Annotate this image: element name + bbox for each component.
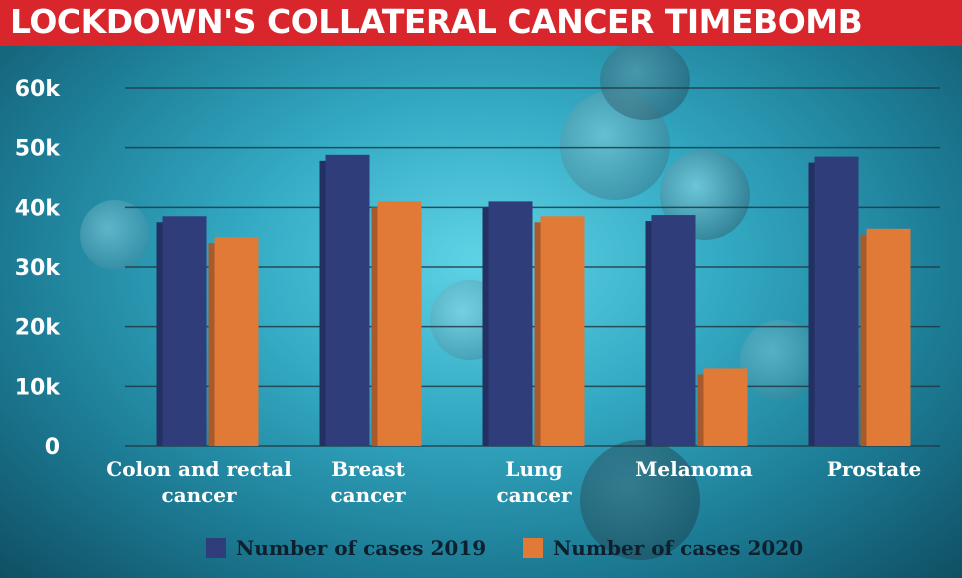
y-tick-label: 20k [15,316,62,341]
legend-label-2019: Number of cases 2019 [236,536,487,560]
page-title: LOCKDOWN'S COLLATERAL CANCER TIMEBOMB [10,2,863,41]
y-tick-label: 40k [15,196,62,221]
x-tick-label: Melanoma [635,457,752,481]
y-tick-label: 60k [15,77,62,102]
bar-side [534,222,541,446]
bar-2020 [214,237,259,446]
legend-swatch-2020 [523,538,543,558]
x-tick-label-line: Prostate [827,457,921,481]
bar-side [319,160,326,446]
legend-label-2020: Number of cases 2020 [553,536,804,560]
x-tick-label-line: Lung [505,457,562,481]
bar-side [645,221,652,446]
bar-side [808,162,815,446]
y-axis-ticks: 0 10k 20k 30k 40k 50k 60k [15,77,62,460]
x-tick-label: Lung cancer [496,457,572,507]
y-tick-label: 30k [15,256,62,281]
bar-2019 [325,154,370,446]
bar-2019 [488,201,533,446]
legend-swatch-2019 [206,538,226,558]
y-tick-label: 10k [15,375,62,400]
x-tick-label-line: cancer [496,483,572,507]
bar-2020 [540,216,585,446]
background-cell [80,200,150,270]
x-tick-label: Colon and rectal cancer [106,457,292,507]
bar-2020 [703,368,748,446]
bar-2019 [162,216,207,446]
bar-side [482,207,489,446]
x-tick-label-line: cancer [330,483,406,507]
x-tick-label-line: Melanoma [635,457,752,481]
bars [156,154,911,446]
background-cell [580,440,700,560]
bar-2019 [814,156,859,446]
title-bar: LOCKDOWN'S COLLATERAL CANCER TIMEBOMB [0,0,962,46]
bar-side [371,207,378,446]
bar-side [860,234,867,446]
x-tick-label-line: Breast [331,457,405,481]
x-tick-label: Breast cancer [330,457,406,507]
y-tick-label: 0 [45,435,60,460]
bar-2020 [866,228,911,446]
y-tick-label: 50k [15,137,62,162]
x-tick-label: Prostate [827,457,921,481]
bar-2019 [651,215,696,446]
legend-item-2020: Number of cases 2020 [523,535,803,561]
bar-side [208,243,215,446]
bar-2020 [377,201,422,446]
background-cell [600,40,690,120]
bar-side [156,222,163,446]
x-tick-label-line: cancer [161,483,237,507]
x-tick-label-line: Colon and rectal [106,457,292,481]
legend-item-2019: Number of cases 2019 [206,535,486,561]
bar-side [697,374,704,446]
